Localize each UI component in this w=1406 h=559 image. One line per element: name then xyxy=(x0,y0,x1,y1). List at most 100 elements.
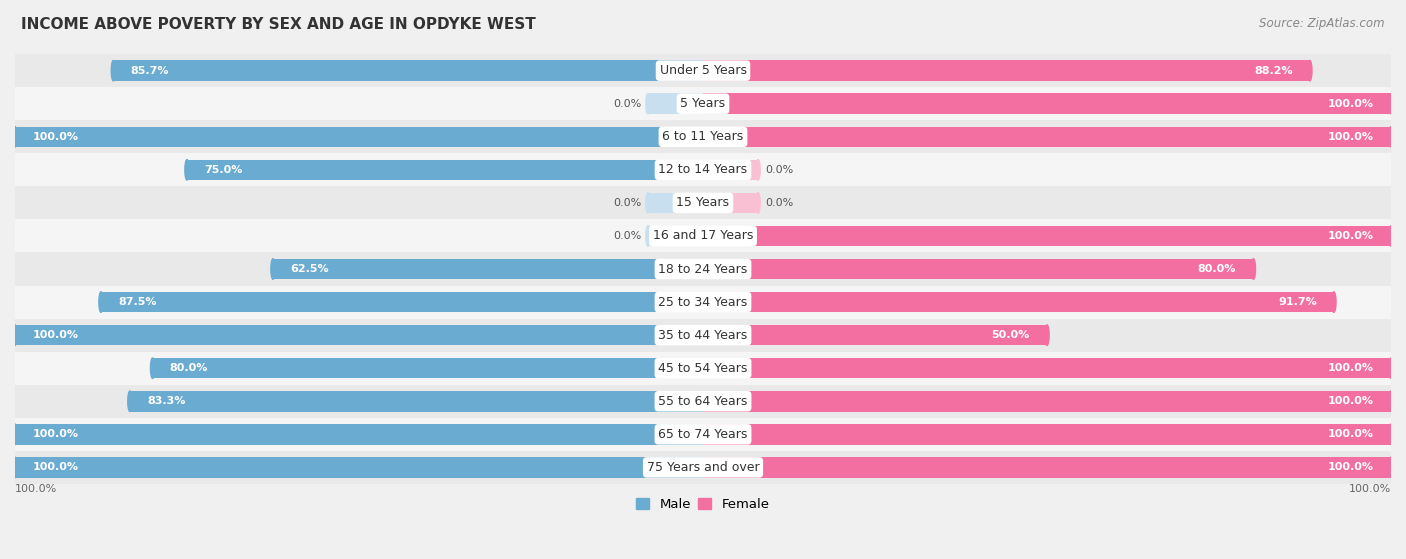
Bar xyxy=(129,391,703,411)
Circle shape xyxy=(1389,93,1393,114)
Bar xyxy=(15,286,1391,319)
Text: 100.0%: 100.0% xyxy=(32,462,79,472)
Circle shape xyxy=(1389,457,1393,477)
Bar xyxy=(187,159,703,180)
Circle shape xyxy=(128,391,132,411)
Circle shape xyxy=(1389,391,1393,411)
Circle shape xyxy=(1389,226,1393,246)
Text: 80.0%: 80.0% xyxy=(1198,264,1236,274)
Bar xyxy=(703,259,1253,280)
Bar xyxy=(15,120,1391,153)
Bar xyxy=(114,60,703,81)
Text: 87.5%: 87.5% xyxy=(118,297,156,307)
Circle shape xyxy=(150,358,155,378)
Text: 0.0%: 0.0% xyxy=(613,231,641,241)
Text: 65 to 74 Years: 65 to 74 Years xyxy=(658,428,748,441)
Bar xyxy=(15,319,1391,352)
Circle shape xyxy=(645,226,650,246)
Circle shape xyxy=(13,457,17,477)
Bar xyxy=(703,457,1391,477)
Bar xyxy=(703,193,758,213)
Text: 62.5%: 62.5% xyxy=(290,264,329,274)
Circle shape xyxy=(1389,126,1393,147)
Bar xyxy=(703,60,1310,81)
Bar xyxy=(15,325,703,345)
Circle shape xyxy=(1045,325,1049,345)
Text: 0.0%: 0.0% xyxy=(765,198,793,208)
Bar xyxy=(15,352,1391,385)
Bar xyxy=(15,253,1391,286)
Text: 12 to 14 Years: 12 to 14 Years xyxy=(658,163,748,176)
Bar xyxy=(15,418,1391,451)
Text: 5 Years: 5 Years xyxy=(681,97,725,110)
Text: Source: ZipAtlas.com: Source: ZipAtlas.com xyxy=(1260,17,1385,30)
Bar xyxy=(15,220,1391,253)
Bar xyxy=(703,226,1391,246)
Text: 100.0%: 100.0% xyxy=(1327,429,1374,439)
Text: 25 to 34 Years: 25 to 34 Years xyxy=(658,296,748,309)
Text: 100.0%: 100.0% xyxy=(32,132,79,142)
Text: 100.0%: 100.0% xyxy=(1327,462,1374,472)
Text: 75.0%: 75.0% xyxy=(204,165,243,175)
Circle shape xyxy=(13,126,17,147)
Circle shape xyxy=(645,193,650,213)
Text: 50.0%: 50.0% xyxy=(991,330,1029,340)
Bar xyxy=(703,292,1334,312)
Circle shape xyxy=(98,292,103,312)
Text: 100.0%: 100.0% xyxy=(1327,396,1374,406)
Bar xyxy=(703,93,1391,114)
Text: 18 to 24 Years: 18 to 24 Years xyxy=(658,263,748,276)
Text: 80.0%: 80.0% xyxy=(170,363,208,373)
Text: 75 Years and over: 75 Years and over xyxy=(647,461,759,474)
Circle shape xyxy=(111,60,115,81)
Legend: Male, Female: Male, Female xyxy=(631,492,775,516)
Bar xyxy=(15,186,1391,220)
Text: INCOME ABOVE POVERTY BY SEX AND AGE IN OPDYKE WEST: INCOME ABOVE POVERTY BY SEX AND AGE IN O… xyxy=(21,17,536,32)
Text: 100.0%: 100.0% xyxy=(1348,484,1391,494)
Text: 16 and 17 Years: 16 and 17 Years xyxy=(652,229,754,243)
Bar xyxy=(15,457,703,477)
Bar xyxy=(15,153,1391,186)
Text: 88.2%: 88.2% xyxy=(1254,65,1292,75)
Circle shape xyxy=(1308,60,1312,81)
Text: 100.0%: 100.0% xyxy=(1327,99,1374,108)
Circle shape xyxy=(1389,424,1393,444)
Text: 100.0%: 100.0% xyxy=(32,429,79,439)
Bar xyxy=(15,385,1391,418)
Bar xyxy=(15,126,703,147)
Bar xyxy=(101,292,703,312)
Bar xyxy=(15,424,703,444)
Bar xyxy=(648,193,703,213)
Text: 0.0%: 0.0% xyxy=(613,99,641,108)
Circle shape xyxy=(184,159,190,180)
Text: 35 to 44 Years: 35 to 44 Years xyxy=(658,329,748,342)
Bar xyxy=(15,87,1391,120)
Text: 45 to 54 Years: 45 to 54 Years xyxy=(658,362,748,375)
Text: 100.0%: 100.0% xyxy=(1327,363,1374,373)
Text: 15 Years: 15 Years xyxy=(676,196,730,210)
Text: Under 5 Years: Under 5 Years xyxy=(659,64,747,77)
Circle shape xyxy=(1331,292,1336,312)
Text: 100.0%: 100.0% xyxy=(1327,132,1374,142)
Text: 0.0%: 0.0% xyxy=(765,165,793,175)
Bar xyxy=(703,159,758,180)
Text: 6 to 11 Years: 6 to 11 Years xyxy=(662,130,744,143)
Circle shape xyxy=(13,424,17,444)
Text: 100.0%: 100.0% xyxy=(1327,231,1374,241)
Bar xyxy=(648,226,703,246)
Bar xyxy=(15,451,1391,484)
Bar xyxy=(153,358,703,378)
Circle shape xyxy=(1251,259,1256,280)
Circle shape xyxy=(271,259,276,280)
Bar xyxy=(703,126,1391,147)
Circle shape xyxy=(756,159,761,180)
Circle shape xyxy=(645,93,650,114)
Circle shape xyxy=(13,325,17,345)
Circle shape xyxy=(756,193,761,213)
Bar xyxy=(15,54,1391,87)
Bar xyxy=(703,325,1047,345)
Bar xyxy=(273,259,703,280)
Text: 100.0%: 100.0% xyxy=(32,330,79,340)
Text: 91.7%: 91.7% xyxy=(1278,297,1316,307)
Text: 55 to 64 Years: 55 to 64 Years xyxy=(658,395,748,408)
